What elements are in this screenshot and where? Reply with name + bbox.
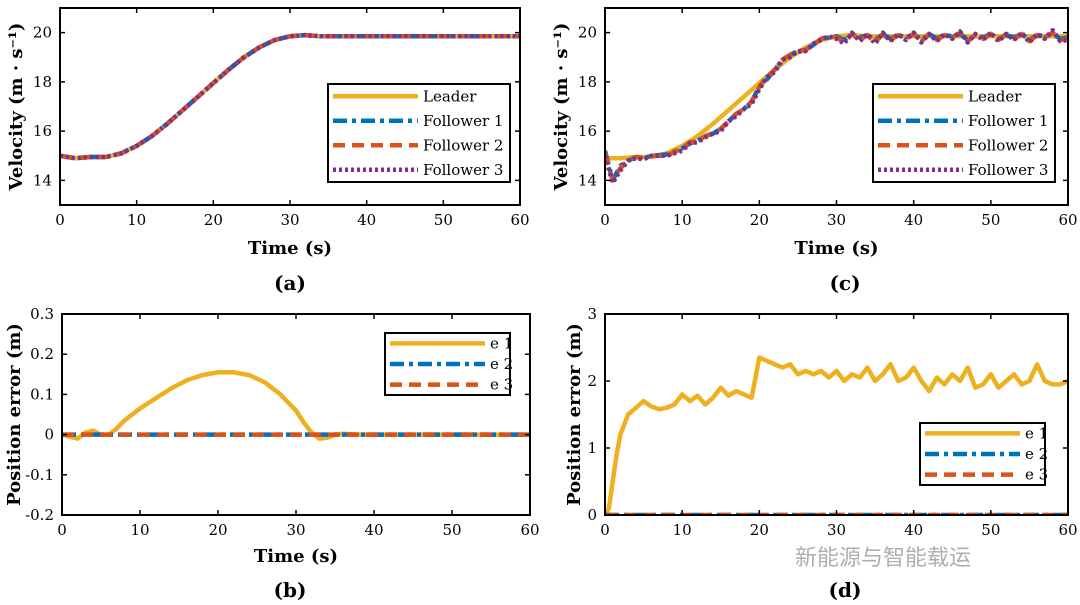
x-tick-label: 10 [673,211,692,229]
y-tick-label: -0.2 [25,506,54,524]
panel-c: 0 10 20 30 40 50 60 14 16 18 20 Time (s) Velocity (m… [551,7,1078,295]
series-group [62,370,530,441]
x-tick-label: 60 [1058,521,1077,539]
series-group [605,27,1068,186]
series-line-1 [605,355,1068,515]
x-tick-label: 10 [127,211,146,229]
y-axis-label: Position error (m) [4,323,25,506]
y-tick-label: 14 [33,171,52,189]
x-tick-label: 20 [208,521,227,539]
legend-label-1: e 1 [1025,424,1048,442]
panel-caption: (d) [829,578,862,602]
x-tick-label: 60 [510,211,529,229]
legend-label-2: Follower 1 [968,112,1048,130]
legend-label-3: e 3 [490,376,513,394]
legend: Leader Follower 1 Follower 2 Follower 3 [872,83,1056,183]
x-axis-label: Time (s) [248,238,332,259]
watermark: 新能源与智能载运 [795,546,972,571]
x-tick-label: 40 [904,521,923,539]
y-tick-label: -0.1 [25,466,54,484]
y-tick-label: 16 [33,122,52,140]
series-group [60,32,520,161]
x-tick-label: 20 [750,211,769,229]
series-line-4 [605,27,1068,186]
legend-label-2: Follower 1 [423,112,503,130]
y-tick-label: 18 [33,73,52,91]
panel-b: 0 10 20 30 40 50 60 -0.2 -0.1 0 0.1 0.2 0.3 Time (s) P… [4,305,540,602]
x-tick-label: 30 [280,211,299,229]
y-tick-label: 2 [587,372,597,390]
y-tick-label: 0.1 [30,385,54,403]
x-tick-label: 40 [357,211,376,229]
x-tick-label: 30 [827,521,846,539]
y-tick-label: 18 [578,73,597,91]
series-group [605,355,1068,515]
y-axis-label: Velocity (m · s⁻¹) [551,23,572,192]
x-tick-label: 40 [364,521,383,539]
x-tick-label: 30 [286,521,305,539]
x-tick-label: 50 [442,521,461,539]
series-line-3 [60,32,520,161]
legend: Leader Follower 1 Follower 2 Follower 3 [327,83,511,183]
x-tick-label: 0 [55,211,65,229]
legend-label-4: Follower 3 [968,161,1048,179]
legend: e 1 e 2 e 3 [919,422,1048,486]
x-tick-label: 50 [981,211,1000,229]
x-tick-label: 10 [673,521,692,539]
legend-label-1: Leader [968,87,1022,105]
x-tick-label: 0 [57,521,67,539]
legend-box [872,83,1056,183]
y-tick-label: 0 [587,506,597,524]
y-tick-label: 20 [33,24,52,42]
x-tick-label: 60 [520,521,539,539]
legend-box [327,83,511,183]
legend-label-1: e 1 [490,334,513,352]
y-tick-label: 0 [44,426,54,444]
x-axis-label: Time (s) [794,238,878,259]
legend-label-3: e 3 [1025,466,1048,484]
panel-caption: (c) [829,271,860,295]
x-tick-label: 50 [434,211,453,229]
panel-a: 0 10 20 30 40 50 60 14 16 18 20 Time (s) Velocity (m… [6,7,530,295]
y-axis-label: Position error (m) [564,323,585,506]
y-tick-label: 3 [587,305,597,323]
x-axis-label: Time (s) [254,546,338,567]
x-tick-label: 30 [827,211,846,229]
legend-label-3: Follower 2 [968,136,1048,154]
y-tick-label: 0.3 [30,305,54,323]
y-tick-label: 0.2 [30,345,54,363]
panel-caption: (b) [274,578,307,602]
legend-label-2: e 2 [490,355,513,373]
x-tick-label: 0 [600,521,610,539]
x-tick-label: 40 [904,211,923,229]
y-tick-label: 20 [578,24,597,42]
x-tick-label: 10 [130,521,149,539]
x-tick-label: 20 [750,521,769,539]
panel-caption: (a) [274,271,306,295]
legend-label-3: Follower 2 [423,136,503,154]
legend-label-4: Follower 3 [423,161,503,179]
y-tick-label: 1 [587,439,597,457]
x-tick-label: 0 [600,211,610,229]
x-tick-label: 50 [981,521,1000,539]
legend-label-2: e 2 [1025,445,1048,463]
y-axis-label: Velocity (m · s⁻¹) [6,23,27,192]
y-tick-label: 14 [578,171,597,189]
x-tick-label: 20 [204,211,223,229]
legend-label-1: Leader [423,87,477,105]
legend: e 1 e 2 e 3 [384,332,513,396]
y-tick-label: 16 [578,122,597,140]
x-tick-label: 60 [1058,211,1077,229]
